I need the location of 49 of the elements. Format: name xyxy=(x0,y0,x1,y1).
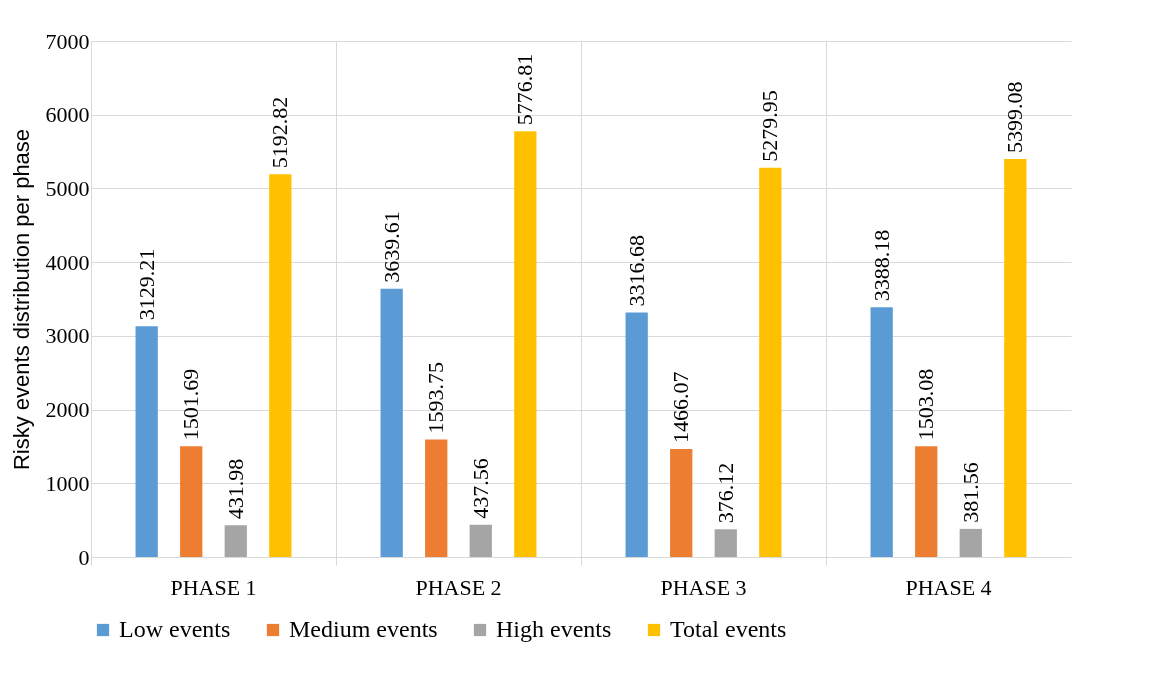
bar xyxy=(714,529,737,557)
x-tick-label: PHASE 4 xyxy=(905,574,992,600)
data-label: 1466.07 xyxy=(668,371,694,443)
bar xyxy=(759,167,782,557)
data-label: 376.12 xyxy=(712,462,738,524)
bar xyxy=(670,448,693,557)
x-tick-label: PHASE 2 xyxy=(415,574,502,600)
data-label: 437.56 xyxy=(467,458,493,519)
y-tick-label: 6000 xyxy=(45,102,90,128)
data-label: 381.56 xyxy=(957,462,983,523)
bar xyxy=(180,446,203,557)
data-label: 3316.68 xyxy=(623,235,649,307)
bar xyxy=(224,525,247,557)
bar xyxy=(625,312,648,557)
data-label: 5192.82 xyxy=(267,96,293,169)
bar xyxy=(514,131,537,557)
data-label: 5776.81 xyxy=(512,53,538,126)
legend-label: Low events xyxy=(119,616,231,642)
y-axis-title: Risky events distribution per phase xyxy=(8,128,34,471)
data-label: 431.98 xyxy=(222,458,248,520)
bar xyxy=(425,439,448,557)
data-label: 5399.08 xyxy=(1002,81,1028,154)
bar xyxy=(469,524,492,557)
bar xyxy=(380,288,403,557)
x-tick-label: PHASE 3 xyxy=(660,574,747,600)
data-label: 3129.21 xyxy=(133,248,159,321)
bar xyxy=(915,446,938,557)
bar xyxy=(870,307,893,557)
legend-label: Total events xyxy=(670,616,787,642)
data-label: 5279.95 xyxy=(757,90,783,162)
y-tick-label: 0 xyxy=(78,544,90,570)
y-tick-label: 4000 xyxy=(45,249,90,275)
bar xyxy=(269,174,292,557)
bar xyxy=(135,326,158,557)
y-tick-label: 1000 xyxy=(45,470,90,496)
legend-label: Medium events xyxy=(289,616,438,642)
bar xyxy=(959,528,982,557)
y-tick-label: 5000 xyxy=(45,175,90,201)
y-tick-label: 7000 xyxy=(45,28,90,54)
x-tick-label: PHASE 1 xyxy=(170,574,257,600)
data-label: 3639.61 xyxy=(378,211,404,283)
data-label: 1503.08 xyxy=(913,368,939,441)
legend-label: High events xyxy=(496,616,612,642)
data-label: 3388.18 xyxy=(868,229,894,302)
y-tick-label: 3000 xyxy=(45,323,90,349)
data-label: 1593.75 xyxy=(423,362,449,434)
data-label: 1501.69 xyxy=(178,368,204,441)
y-tick-label: 2000 xyxy=(45,397,90,423)
bar xyxy=(1004,159,1027,557)
